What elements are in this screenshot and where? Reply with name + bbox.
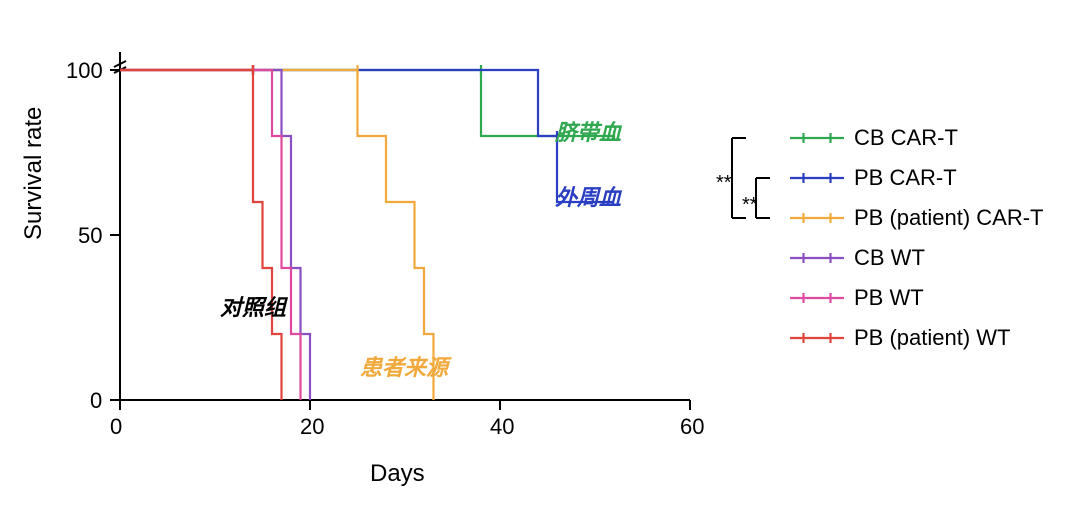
legend-label: CB WT	[854, 245, 925, 271]
legend-marker-icon	[790, 328, 844, 348]
inline-annotation: 患者来源	[360, 350, 448, 382]
legend-item: PB CAR-T	[790, 165, 957, 191]
inline-annotation: 对照组	[220, 290, 286, 322]
y-tick-label: 100	[66, 58, 103, 84]
legend-item: CB WT	[790, 245, 925, 271]
legend-label: CB CAR-T	[854, 125, 958, 151]
legend-label: PB CAR-T	[854, 165, 957, 191]
inline-annotation: 外周血	[555, 180, 621, 212]
x-tick-label: 20	[300, 414, 324, 440]
x-tick-label: 60	[680, 414, 704, 440]
legend-item: PB (patient) WT	[790, 325, 1010, 351]
legend-marker-icon	[790, 248, 844, 268]
legend-marker-icon	[790, 128, 844, 148]
legend-item: PB WT	[790, 285, 924, 311]
significance-label: **	[742, 194, 758, 217]
y-tick-label: 50	[78, 223, 102, 249]
legend-label: PB (patient) CAR-T	[854, 205, 1044, 231]
x-tick-label: 0	[110, 414, 122, 440]
y-tick-label: 0	[90, 388, 102, 414]
legend-marker-icon	[790, 168, 844, 188]
legend-label: PB WT	[854, 285, 924, 311]
legend-marker-icon	[790, 288, 844, 308]
y-axis-label: Survival rate	[20, 107, 48, 240]
legend-label: PB (patient) WT	[854, 325, 1010, 351]
significance-label: **	[716, 172, 732, 195]
x-axis-label: Days	[370, 460, 425, 488]
legend-marker-icon	[790, 208, 844, 228]
legend-item: CB CAR-T	[790, 125, 958, 151]
legend-item: PB (patient) CAR-T	[790, 205, 1044, 231]
inline-annotation: 脐带血	[555, 115, 621, 147]
x-tick-label: 40	[490, 414, 514, 440]
